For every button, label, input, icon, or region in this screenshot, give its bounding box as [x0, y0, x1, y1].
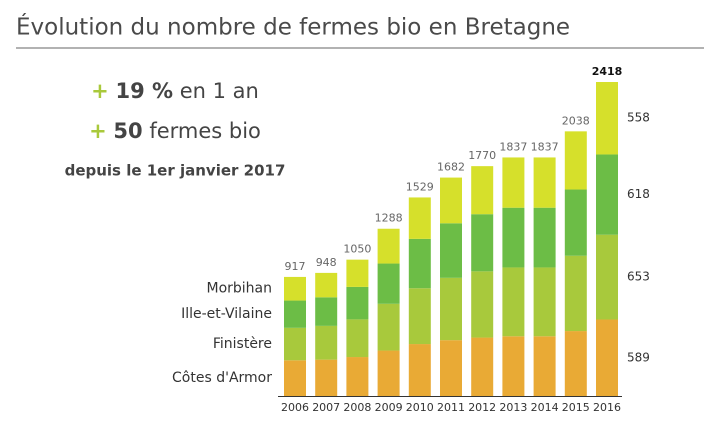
bar-segment: [377, 303, 400, 351]
segment-label: 558: [627, 111, 650, 125]
x-tick-label: 2006: [281, 401, 309, 414]
bar-segment: [408, 288, 431, 345]
x-tick-label: 2014: [531, 401, 559, 414]
bar-segment: [471, 166, 494, 215]
bar-segment: [471, 271, 494, 338]
annotation-text: fermes bio: [149, 119, 261, 143]
segment-label: 589: [627, 350, 650, 364]
bar-segment: [564, 255, 587, 332]
x-tick-label: 2011: [437, 401, 465, 414]
bar-segment: [502, 267, 525, 337]
bar-segment: [596, 234, 618, 320]
x-tick-label: 2008: [343, 401, 371, 414]
bar-segment: [471, 337, 494, 396]
bar-segment: [564, 189, 587, 256]
bar-segment: [502, 207, 525, 268]
x-tick-label: 2016: [593, 401, 621, 414]
x-tick-label: 2013: [499, 401, 527, 414]
bar-segment: [284, 300, 306, 328]
x-tick-label: 2012: [468, 401, 496, 414]
bar-segment: [596, 82, 618, 155]
bar-segment: [346, 319, 369, 358]
legend-label: Finistère: [213, 336, 272, 352]
chart-title: Évolution du nombre de fermes bio en Bre…: [16, 13, 570, 41]
annotation-bold: 50: [113, 119, 142, 143]
x-tick-label: 2007: [312, 401, 340, 414]
legend-label: Côtes d'Armor: [172, 370, 272, 386]
bar-segment: [284, 360, 306, 396]
bar-segment: [346, 259, 369, 287]
annotation-bold: 19 %: [115, 79, 173, 103]
bar-segment: [440, 277, 462, 341]
annotation-sign: +: [89, 119, 107, 143]
annotation: + 50 fermes bio: [89, 119, 261, 143]
annotation: depuis le 1er janvier 2017: [65, 162, 286, 180]
annotation-sign: +: [91, 79, 109, 103]
bar-segment: [284, 327, 306, 361]
bar-segment: [377, 228, 400, 264]
bar-segment: [408, 197, 431, 239]
bar-segment: [440, 177, 462, 224]
bar-segment: [502, 336, 525, 396]
bar-segment: [533, 336, 556, 396]
legend-label: Morbihan: [206, 281, 272, 297]
legend-label: Ille-et-Vilaine: [181, 306, 272, 322]
total-label: 917: [285, 260, 306, 273]
segment-label: 653: [627, 270, 650, 284]
segment-label: 618: [627, 187, 650, 201]
bar-segment: [315, 297, 338, 326]
total-label: 1682: [437, 161, 465, 174]
bar-segment: [315, 359, 338, 396]
bar-segment: [377, 263, 400, 304]
bar-segment: [315, 272, 338, 298]
bar-segment: [377, 350, 400, 396]
total-label: 2418: [592, 65, 623, 78]
total-label: 1837: [499, 140, 527, 153]
x-tick-label: 2015: [562, 401, 590, 414]
bar-segment: [596, 319, 618, 396]
bar-segment: [284, 276, 306, 301]
total-label: 2038: [562, 114, 590, 127]
x-tick-label: 2010: [406, 401, 434, 414]
total-label: 1050: [343, 243, 371, 256]
bar-segment: [408, 238, 431, 289]
total-label: 948: [316, 256, 337, 269]
bar-segment: [564, 131, 587, 190]
x-tick-label: 2009: [375, 401, 403, 414]
bar-segment: [533, 157, 556, 208]
total-label: 1529: [406, 180, 434, 193]
total-label: 1837: [531, 140, 559, 153]
bar-segment: [502, 157, 525, 208]
total-label: 1770: [468, 149, 496, 162]
bar-segment: [471, 214, 494, 272]
total-label: 1288: [375, 212, 403, 225]
annotation: + 19 % en 1 an: [91, 79, 259, 103]
bar-segment: [564, 331, 587, 396]
bar-segment: [533, 267, 556, 337]
bar-segment: [408, 344, 431, 396]
bar-segment: [440, 340, 462, 396]
bar-segment: [440, 223, 462, 278]
bar-segment: [596, 154, 618, 235]
bar-segment: [346, 357, 369, 396]
bar-segment: [346, 286, 369, 320]
annotation-text: en 1 an: [180, 79, 259, 103]
bar-segment: [315, 325, 338, 360]
bar-segment: [533, 207, 556, 268]
